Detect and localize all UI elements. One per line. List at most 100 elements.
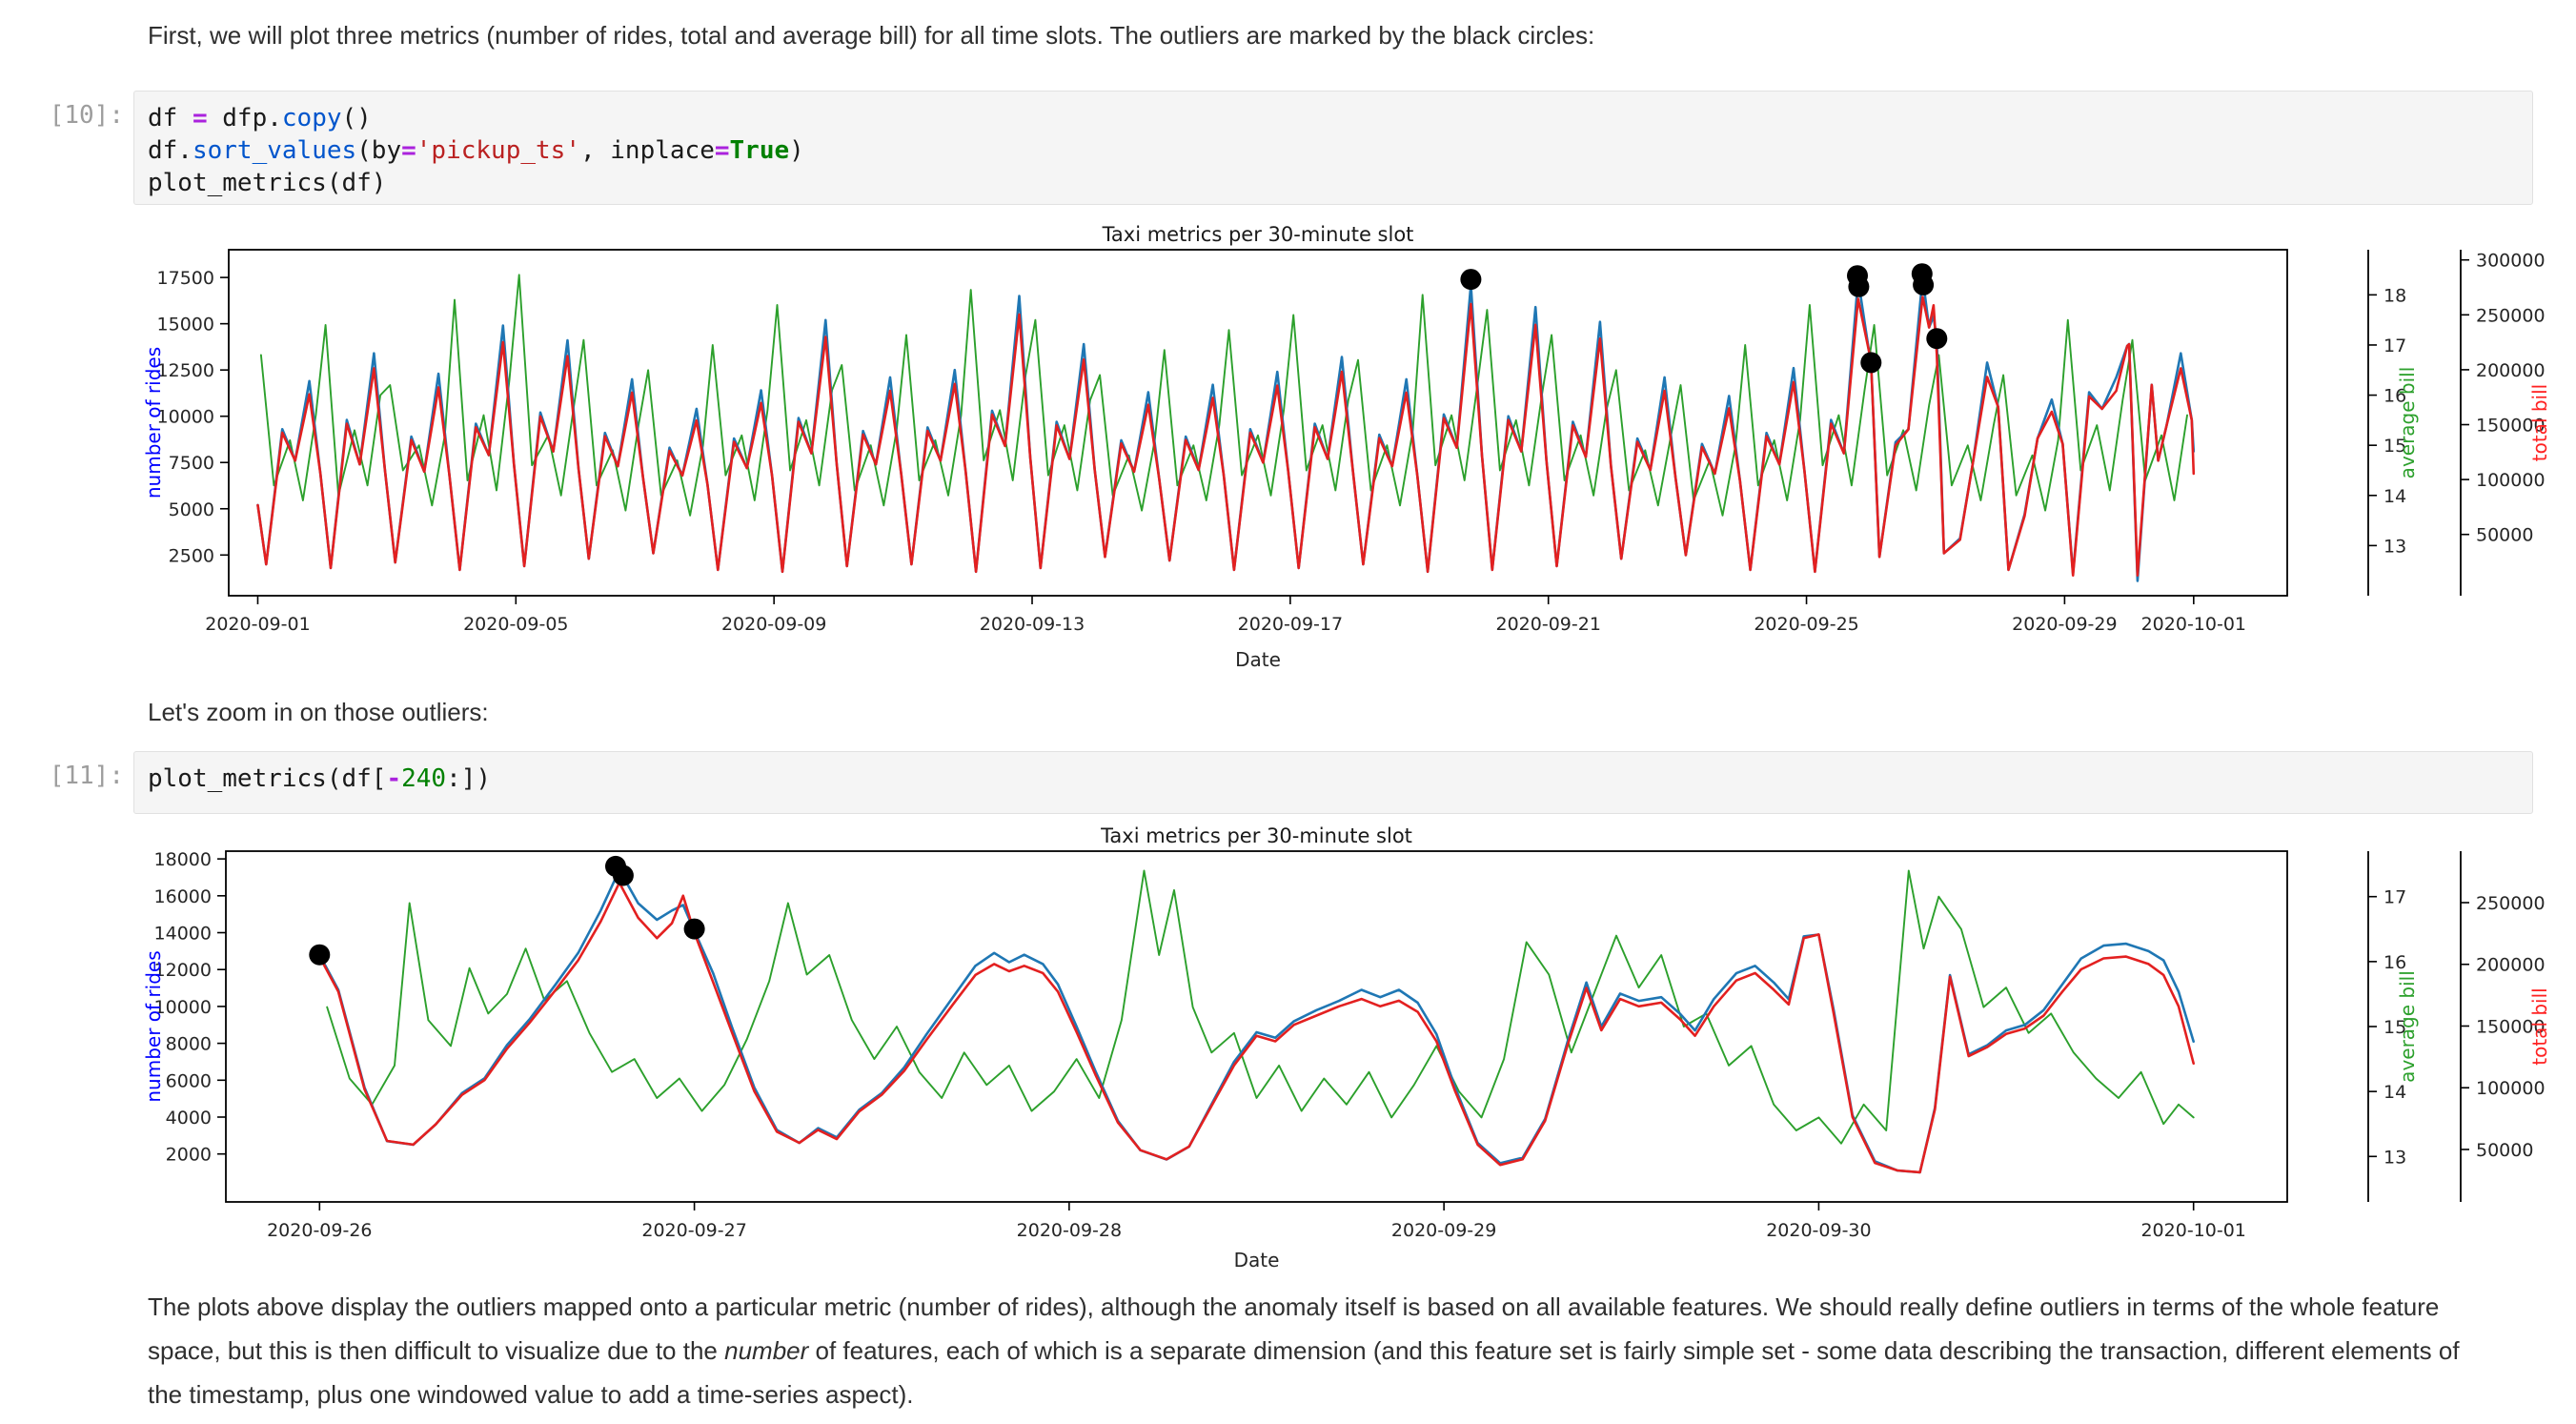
x-tick-label: 2020-10-01 <box>2140 1220 2245 1241</box>
outlier-marker <box>1913 274 1935 295</box>
avg-tick-label: 16 <box>2383 952 2406 973</box>
code-token: 240 <box>401 764 447 793</box>
total-tick-label: 250000 <box>2476 893 2546 914</box>
x-axis-label: Date <box>1234 1249 1280 1271</box>
y-tick-label: 8000 <box>166 1034 212 1055</box>
avg-tick-label: 13 <box>2383 536 2406 557</box>
figure-outlier-zoom: Taxi metrics per 30-minute slot 2020-09-2… <box>142 824 2551 1271</box>
series-average-bill <box>259 274 2188 517</box>
y-axis-label-rides: number of rides <box>142 950 165 1102</box>
y-axis-label-avg: average bill <box>2396 970 2419 1083</box>
x-tick-label: 2020-09-17 <box>1238 614 1343 635</box>
code-token: copy <box>281 104 342 132</box>
x-tick-label: 2020-09-27 <box>641 1220 746 1241</box>
y-tick-label: 16000 <box>154 886 212 907</box>
code-editor[interactable]: df = dfp.copy() df.sort_values(by='pickup… <box>148 102 2532 199</box>
avg-tick-label: 15 <box>2383 436 2406 457</box>
y-tick-label: 2000 <box>166 1145 212 1166</box>
code-token: True <box>729 136 790 165</box>
code-line: plot_metrics(df) <box>148 167 2532 199</box>
y-tick-label: 2500 <box>169 545 214 566</box>
y-tick-label: 7500 <box>169 453 214 474</box>
total-tick-label: 200000 <box>2476 955 2546 976</box>
figure-all-timeslots: Taxi metrics per 30-minute slot 2020-09-0… <box>142 225 2551 671</box>
x-tick-label: 2020-09-30 <box>1766 1220 1871 1241</box>
total-tick-label: 150000 <box>2476 416 2546 437</box>
execution-count-11: [11]: <box>49 762 124 790</box>
outlier-marker <box>1460 269 1482 291</box>
y-axis-label-avg: average bill <box>2396 367 2419 479</box>
closing-text-2: of features, each of which is a separate… <box>148 1336 2460 1409</box>
avg-tick-label: 16 <box>2383 386 2406 407</box>
series-total-bill <box>256 295 2196 578</box>
avg-tick-label: 14 <box>2383 1082 2406 1103</box>
y-axis-label-rides: number of rides <box>142 347 165 498</box>
avg-tick-label: 14 <box>2383 486 2406 507</box>
x-tick-label: 2020-09-29 <box>1391 1220 1496 1241</box>
code-token: :]) <box>446 764 492 793</box>
markdown-intro: First, we will plot three metrics (numbe… <box>148 21 1595 50</box>
avg-tick-label: 17 <box>2383 887 2406 908</box>
code-token: () <box>341 104 372 132</box>
outlier-marker <box>1926 328 1948 350</box>
x-tick-label: 2020-09-26 <box>267 1220 372 1241</box>
closing-text-1: The plots above display the outliers map… <box>148 1292 2440 1365</box>
x-axis-label: Date <box>1235 648 1281 671</box>
avg-tick-label: 13 <box>2383 1147 2406 1168</box>
avg-tick-label: 18 <box>2383 285 2406 306</box>
total-tick-label: 100000 <box>2476 470 2546 491</box>
code-token: 'pickup_ts' <box>416 136 580 165</box>
markdown-zoom: Let's zoom in on those outliers: <box>148 698 489 726</box>
y-tick-label: 18000 <box>154 849 212 870</box>
code-cell-11[interactable]: plot_metrics(df[-240:]) <box>133 751 2533 814</box>
closing-paragraph: The plots above display the outliers map… <box>148 1285 2478 1416</box>
code-token: plot_metrics(df) <box>148 169 387 197</box>
y-tick-label: 4000 <box>166 1108 212 1129</box>
code-editor[interactable]: plot_metrics(df[-240:]) <box>148 763 2532 795</box>
y-axis-label-total: total bill <box>2528 987 2551 1065</box>
code-token: df <box>148 104 193 132</box>
execution-count-10: [10]: <box>49 101 124 130</box>
code-cell-10[interactable]: df = dfp.copy() df.sort_values(by='pickup… <box>133 91 2533 205</box>
outlier-marker <box>683 918 705 940</box>
y-tick-label: 10000 <box>157 407 214 428</box>
avg-tick-label: 17 <box>2383 336 2406 356</box>
code-token: plot_metrics(df[ <box>148 764 387 793</box>
code-line: df.sort_values(by='pickup_ts', inplace=T… <box>148 134 2532 167</box>
y-tick-label: 5000 <box>169 499 214 520</box>
code-token: ) <box>789 136 804 165</box>
total-tick-label: 50000 <box>2476 1140 2533 1161</box>
avg-tick-label: 15 <box>2383 1017 2406 1038</box>
x-tick-label: 2020-09-25 <box>1754 614 1858 635</box>
outlier-marker <box>309 944 331 966</box>
total-tick-label: 300000 <box>2476 251 2546 272</box>
code-token: - <box>386 764 402 793</box>
code-token: (by <box>356 136 402 165</box>
x-tick-label: 2020-09-05 <box>463 614 568 635</box>
x-tick-label: 2020-09-13 <box>980 614 1085 635</box>
x-tick-label: 2020-10-01 <box>2141 614 2246 635</box>
code-token: df. <box>148 136 193 165</box>
code-token: , inplace <box>579 136 715 165</box>
y-tick-label: 6000 <box>166 1070 212 1091</box>
total-tick-label: 150000 <box>2476 1016 2546 1037</box>
total-tick-label: 100000 <box>2476 1078 2546 1099</box>
x-tick-label: 2020-09-01 <box>205 614 310 635</box>
x-tick-label: 2020-09-29 <box>2012 614 2117 635</box>
chart-title: Taxi metrics per 30-minute slot <box>1100 824 1412 847</box>
code-token: = <box>192 104 208 132</box>
plot-frame <box>228 249 2288 597</box>
code-line: df = dfp.copy() <box>148 102 2532 134</box>
y-tick-label: 10000 <box>154 997 212 1018</box>
y-tick-label: 12500 <box>157 360 214 381</box>
y-tick-label: 15000 <box>157 315 214 336</box>
y-tick-label: 14000 <box>154 924 212 945</box>
y-axis-label-total: total bill <box>2528 384 2551 461</box>
chart-title: Taxi metrics per 30-minute slot <box>1102 225 1414 246</box>
series-number-of-rides <box>317 868 2195 1174</box>
total-tick-label: 50000 <box>2476 525 2533 546</box>
y-tick-label: 12000 <box>154 960 212 981</box>
series-total-bill <box>317 881 2195 1174</box>
total-tick-label: 200000 <box>2476 360 2546 381</box>
